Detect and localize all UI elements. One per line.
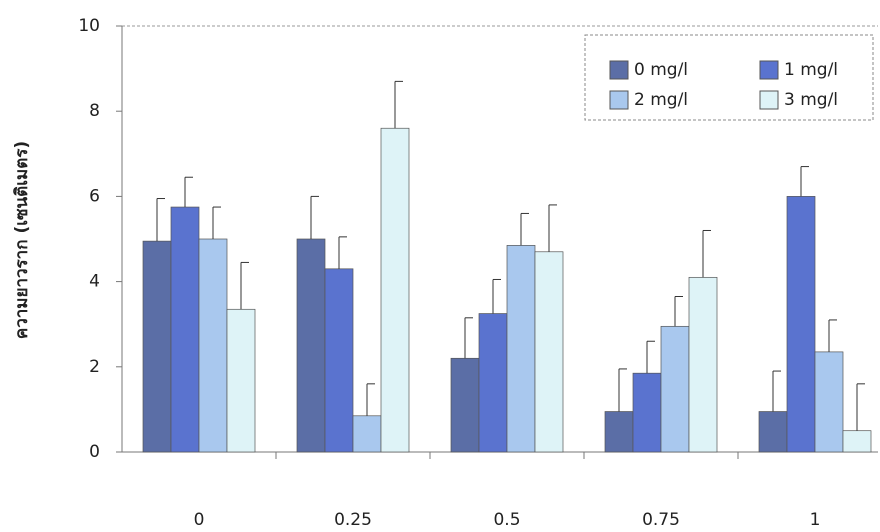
chart: ความยาวราก (เซนติเมตร) 0 2 4 6 8 10 0 0.25 0.5 0.… <box>0 0 880 532</box>
bar <box>633 373 661 452</box>
bar <box>535 252 563 452</box>
bar <box>325 269 353 452</box>
x-tick-label: 0 <box>194 510 205 530</box>
x-tick-label: 0.25 <box>334 510 372 530</box>
bar <box>171 207 199 452</box>
bar <box>843 431 871 452</box>
legend-swatch <box>760 61 778 79</box>
legend-label: 1 mg/l <box>784 60 838 80</box>
y-tick-label: 4 <box>89 272 100 292</box>
y-tick-label: 10 <box>78 16 100 36</box>
y-tick-label: 2 <box>89 357 100 377</box>
y-tick-label: 6 <box>89 186 100 206</box>
y-tick-label: 8 <box>89 101 100 121</box>
bar <box>353 416 381 452</box>
bar <box>297 239 325 452</box>
bar <box>479 314 507 452</box>
x-tick-label: 1 <box>810 510 821 530</box>
bar <box>227 309 255 452</box>
bar <box>815 352 843 452</box>
x-tick-label: 0.75 <box>642 510 680 530</box>
legend-label: 2 mg/l <box>634 90 688 110</box>
legend-label: 3 mg/l <box>784 90 838 110</box>
bar <box>451 358 479 452</box>
bar <box>759 412 787 452</box>
y-tick-label: 0 <box>89 442 100 462</box>
bar <box>381 128 409 452</box>
bar <box>689 277 717 452</box>
bar <box>199 239 227 452</box>
legend-swatch <box>760 91 778 109</box>
legend-swatch <box>610 61 628 79</box>
bar <box>605 412 633 452</box>
bar <box>787 196 815 452</box>
legend-label: 0 mg/l <box>634 60 688 80</box>
y-axis-label: ความยาวราก (เซนติเมตร) <box>12 141 32 339</box>
x-tick-label: 0.5 <box>493 510 520 530</box>
bar <box>507 245 535 452</box>
bar <box>143 241 171 452</box>
legend-swatch <box>610 91 628 109</box>
bar <box>661 326 689 452</box>
